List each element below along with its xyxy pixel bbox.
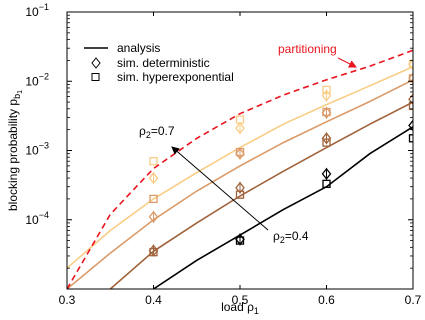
deterministic-point: [408, 119, 413, 132]
hyperexponential-point: [235, 190, 245, 199]
x-tick-label: 0.3: [59, 293, 76, 307]
hyperexponential-point: [149, 248, 158, 257]
hyperexponential-point: [408, 74, 413, 83]
deterministic-point: [148, 210, 159, 223]
hyperexponential-point: [322, 85, 331, 95]
partitioning-annotation: partitioning: [278, 42, 337, 56]
x-tick-label: 0.7: [405, 293, 422, 307]
y-tick-label: 10−3: [25, 141, 49, 158]
deterministic-point: [408, 93, 413, 106]
legend-hyperexponential-label: sim. hyperexponential: [117, 70, 234, 84]
x-tick-label: 0.6: [318, 293, 335, 307]
legend-analysis-label: analysis: [117, 41, 160, 55]
hyperexponential-point: [235, 236, 245, 245]
hyperexponential-point: [408, 134, 413, 143]
legend-deterministic-label: sim. deterministic: [117, 56, 210, 70]
legend-diamond-icon: [91, 57, 101, 69]
axis-ticks: 0.3 0.4 0.5 0.6 0.7 10−4 10−3 10−2 10−1: [25, 2, 421, 307]
y-tick-label: 10−4: [25, 210, 49, 227]
svg-text:blocking probability pb1: blocking probability pb1: [6, 90, 24, 211]
partitioning-arrow: [337, 57, 357, 68]
analysis-curve: [109, 101, 413, 289]
rho-high-annotation: ρ2=0.7: [139, 124, 175, 140]
hyperexponential-point: [235, 147, 245, 157]
hyperexponential-point: [235, 115, 245, 124]
y-tick-label: 10−1: [25, 2, 49, 19]
deterministic-point: [235, 181, 245, 194]
deterministic-point: [321, 106, 332, 119]
rho-arrow: [171, 146, 269, 231]
deterministic-point: [321, 132, 332, 145]
deterministic-point: [321, 167, 332, 180]
hyperexponential-point: [322, 179, 331, 188]
deterministic-point: [408, 58, 413, 71]
hyperexponential-point: [408, 101, 413, 111]
x-axis-label: load ρ1: [221, 300, 259, 316]
analysis-curve: [67, 79, 413, 289]
analysis-curve: [67, 65, 413, 269]
x-tick-label: 0.4: [145, 293, 162, 307]
deterministic-point: [235, 147, 245, 160]
plot-area: [67, 49, 413, 289]
deterministic-point: [235, 122, 245, 135]
x-tick-label: 0.5: [232, 293, 249, 307]
analysis-curve: [153, 126, 413, 289]
y-axis-label: blocking probability pb1: [6, 90, 24, 211]
deterministic-point: [148, 172, 159, 185]
hyperexponential-point: [408, 59, 413, 69]
hyperexponential-point: [149, 157, 158, 166]
partitioning-curve: [67, 49, 413, 289]
legend: analysis sim. deterministic sim. hyperex…: [84, 41, 234, 84]
rho-low-annotation: ρ2=0.4: [273, 229, 309, 245]
hyperexponential-point: [149, 194, 158, 204]
y-tick-label: 10−2: [25, 71, 49, 88]
hyperexponential-point: [322, 107, 331, 117]
deterministic-point: [408, 72, 413, 85]
legend-square-icon: [91, 73, 100, 81]
hyperexponential-point: [322, 138, 331, 147]
